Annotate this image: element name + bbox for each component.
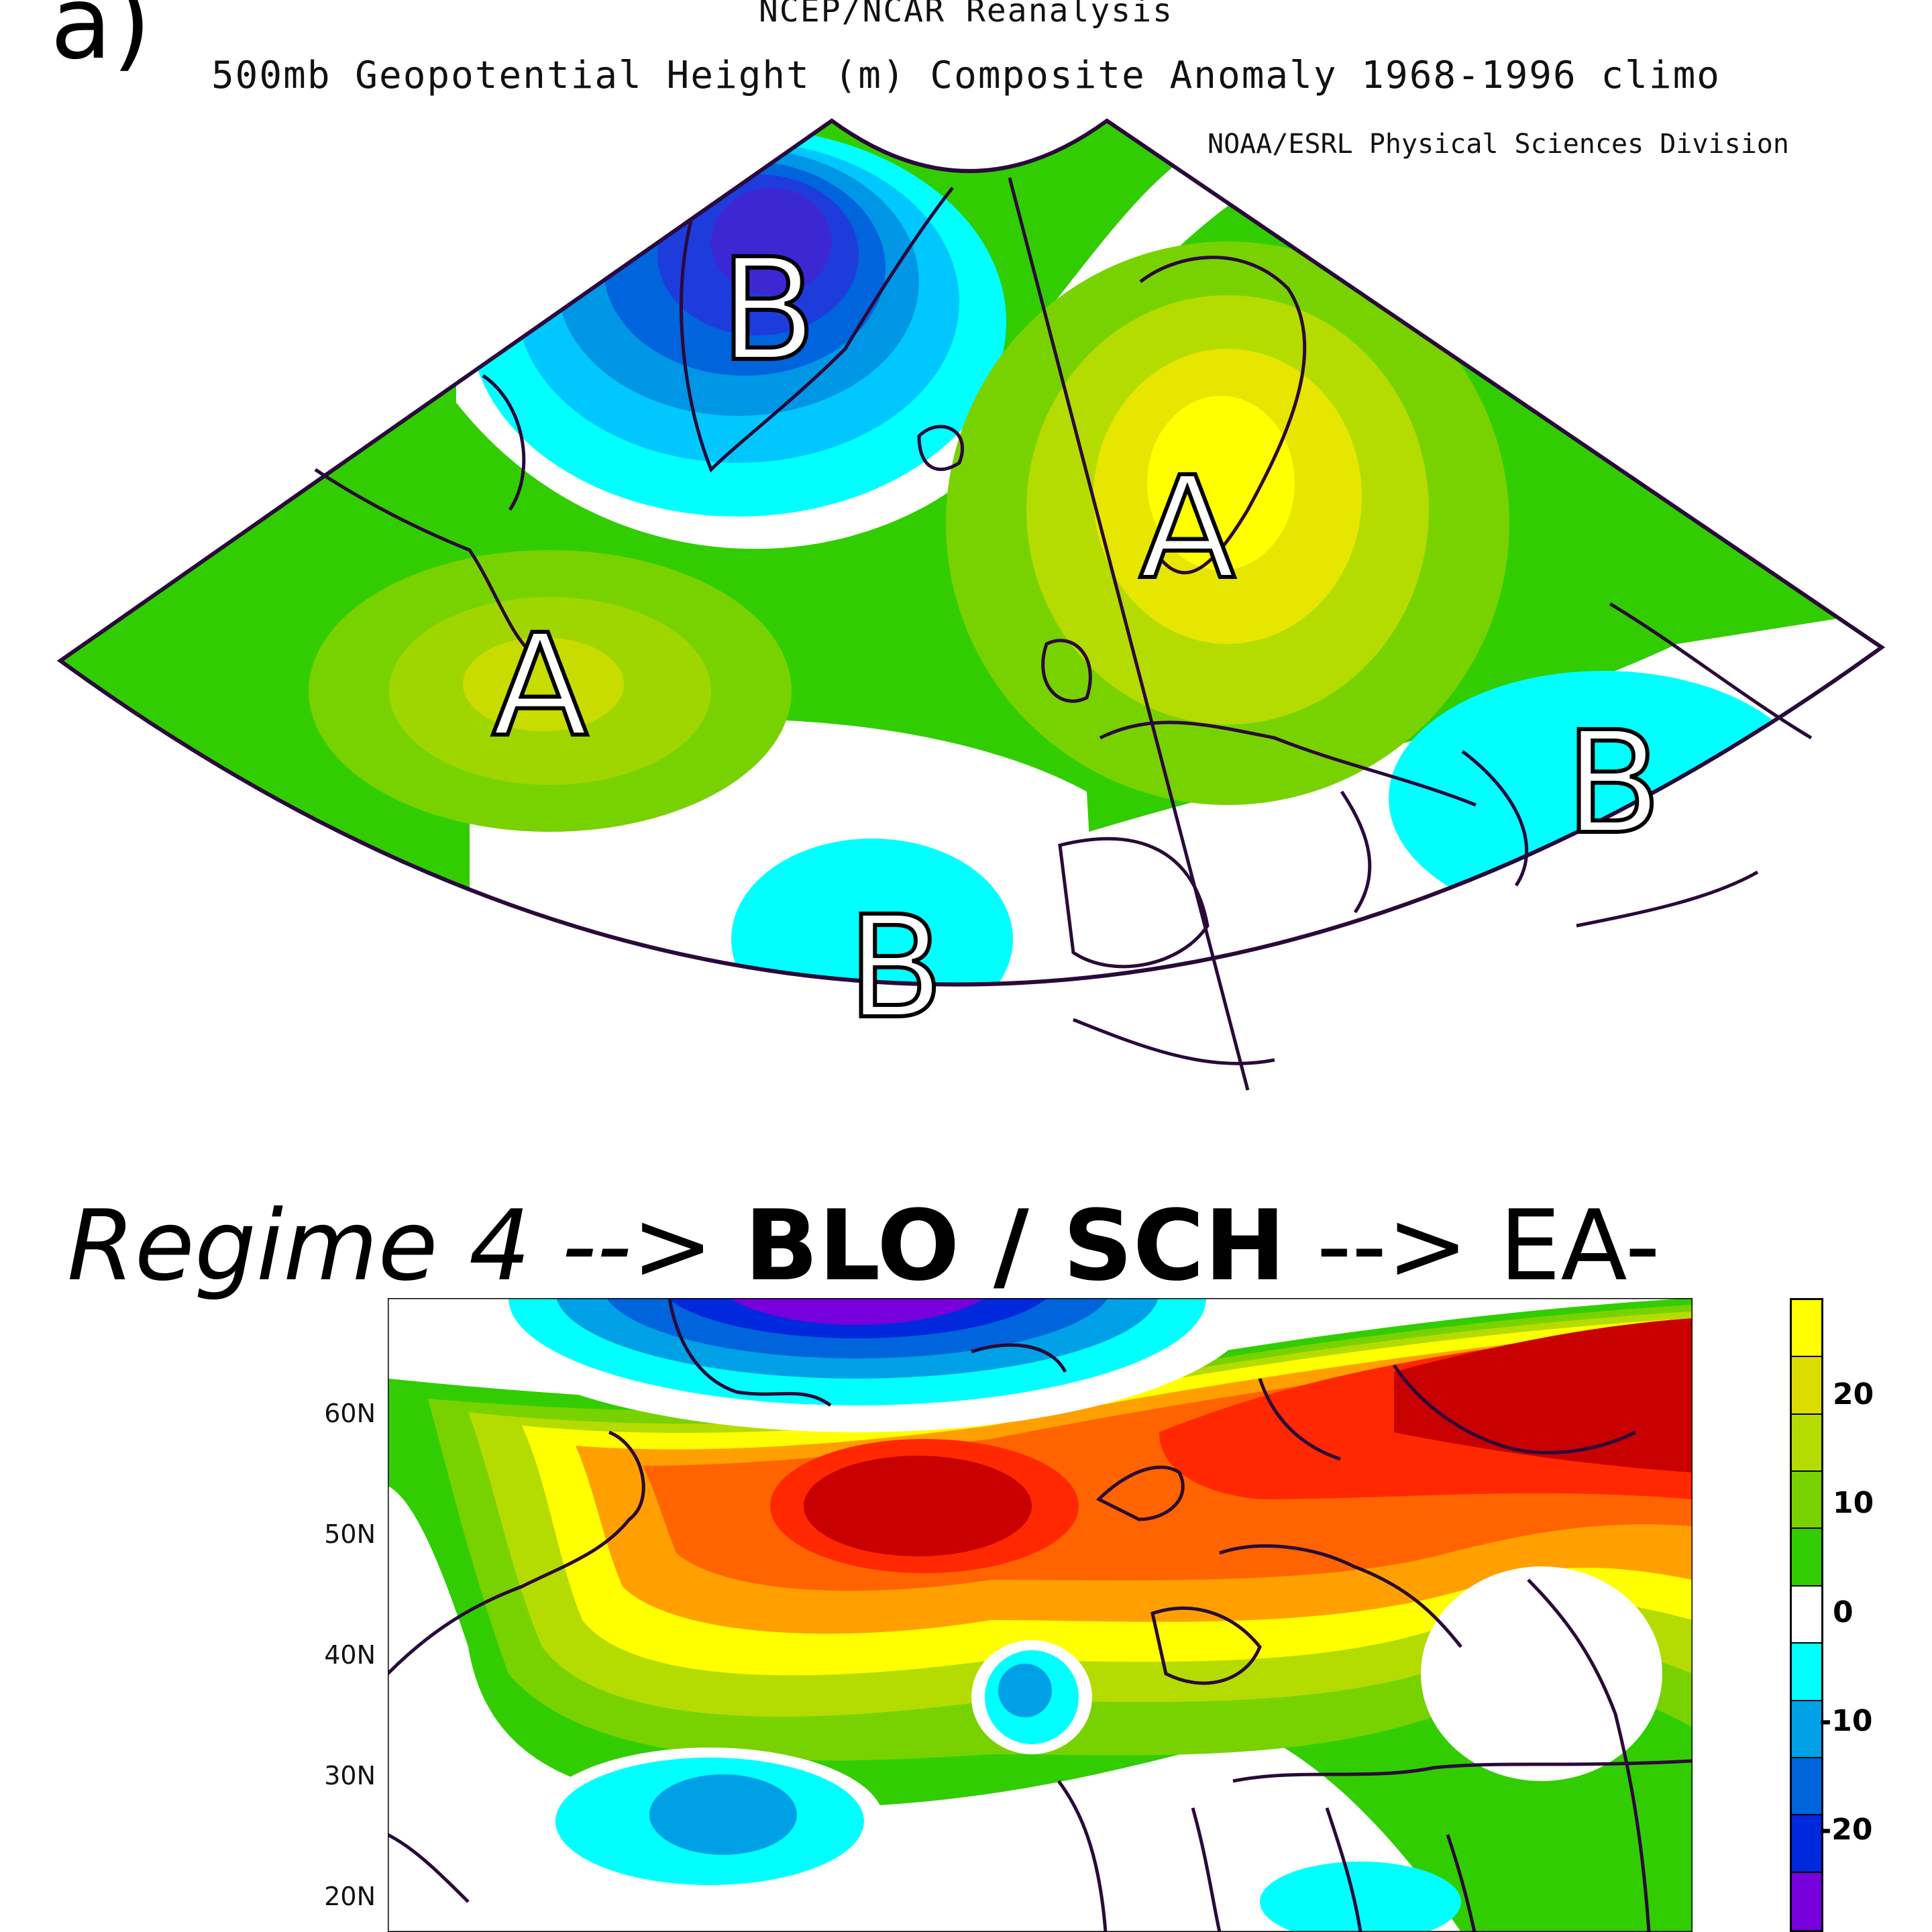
colorbar-swatch <box>1792 1758 1821 1816</box>
colorbar-swatch <box>1792 1586 1821 1644</box>
regime-caption: Regime 4 --> BLO / SCH --> EA- <box>67 1197 1660 1295</box>
regime-bold: BLO / SCH <box>744 1189 1286 1303</box>
map-credit: NOAA/ESRL Physical Sciences Division <box>1208 129 1789 160</box>
colorbar-label-20: 20 <box>1833 1377 1874 1411</box>
colorbar-label-neg20: -20 <box>1819 1813 1873 1847</box>
lat-label-30n: 30N <box>324 1761 376 1790</box>
colorbar-swatch <box>1792 1357 1821 1415</box>
map-label-a-scandinavia: A <box>1139 446 1236 610</box>
lat-label-50n: 50N <box>324 1519 376 1549</box>
colorbar-swatch <box>1792 1815 1821 1873</box>
colorbar <box>1790 1298 1823 1932</box>
colorbar-swatch <box>1792 1300 1821 1358</box>
colorbar-swatch <box>1792 1414 1821 1472</box>
colorbar-label-0: 0 <box>1833 1595 1854 1629</box>
regime-prefix: Regime 4 --> <box>67 1189 745 1303</box>
lat-label-40n: 40N <box>324 1640 376 1670</box>
top-anomaly-map: B A A B B <box>56 118 1886 1091</box>
map-title-line1: NCEP/NCAR Reanalysis <box>759 0 1173 30</box>
colorbar-swatch <box>1792 1529 1821 1587</box>
map-label-b-south: B <box>847 885 944 1050</box>
lat-label-60n: 60N <box>324 1399 376 1428</box>
colorbar-label-neg10: -10 <box>1819 1704 1873 1738</box>
map-title-line2: 500mb Geopotential Height (m) Composite … <box>211 54 1721 97</box>
bottom-anomaly-map <box>388 1298 1693 1932</box>
colorbar-swatch <box>1792 1472 1821 1529</box>
colorbar-swatch <box>1792 1644 1821 1701</box>
colorbar-swatch <box>1792 1872 1821 1930</box>
map-label-b-greenland: B <box>720 228 816 392</box>
map-label-a-atlantic: A <box>492 604 588 768</box>
map-label-b-east: B <box>1565 701 1662 865</box>
colorbar-swatch <box>1792 1701 1821 1758</box>
colorbar-label-10: 10 <box>1833 1486 1874 1520</box>
regime-suffix: --> EA- <box>1285 1189 1660 1303</box>
lat-label-20n: 20N <box>324 1882 376 1911</box>
panel-letter: a) <box>50 0 152 82</box>
